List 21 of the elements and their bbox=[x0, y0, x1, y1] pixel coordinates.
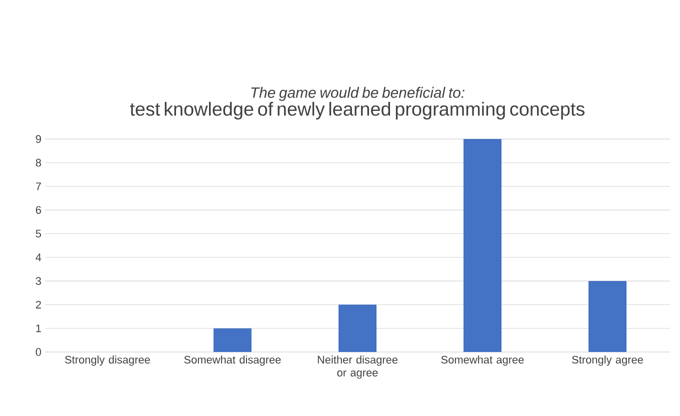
bar bbox=[338, 304, 377, 352]
x-tick-label: Strongly disagree bbox=[65, 356, 150, 366]
chart-subtitle: test knowledge of newly learned programming concepts bbox=[130, 102, 584, 120]
x-tick-label: Somewhat disagree bbox=[184, 356, 281, 366]
x-tick-label: Strongly agree bbox=[572, 356, 643, 366]
chart-title: The game would be beneficial to: bbox=[251, 86, 464, 101]
y-tick-label: 9 bbox=[36, 135, 41, 143]
x-tick-label: Somewhat agree bbox=[441, 356, 524, 366]
y-tick-label: 1 bbox=[36, 324, 41, 332]
y-tick-label: 8 bbox=[36, 158, 41, 167]
y-tick-label: 0 bbox=[36, 348, 42, 356]
y-tick-label: 3 bbox=[36, 277, 41, 285]
y-tick-label: 4 bbox=[36, 254, 42, 262]
bar bbox=[464, 139, 502, 352]
y-tick-label: 6 bbox=[36, 206, 41, 214]
bar bbox=[214, 328, 252, 352]
bar bbox=[588, 281, 627, 352]
y-tick-label: 5 bbox=[36, 230, 42, 238]
y-tick-label: 2 bbox=[36, 300, 41, 308]
y-tick-label: 7 bbox=[36, 182, 41, 190]
x-tick-label: Neither disagree or agree bbox=[318, 356, 398, 379]
